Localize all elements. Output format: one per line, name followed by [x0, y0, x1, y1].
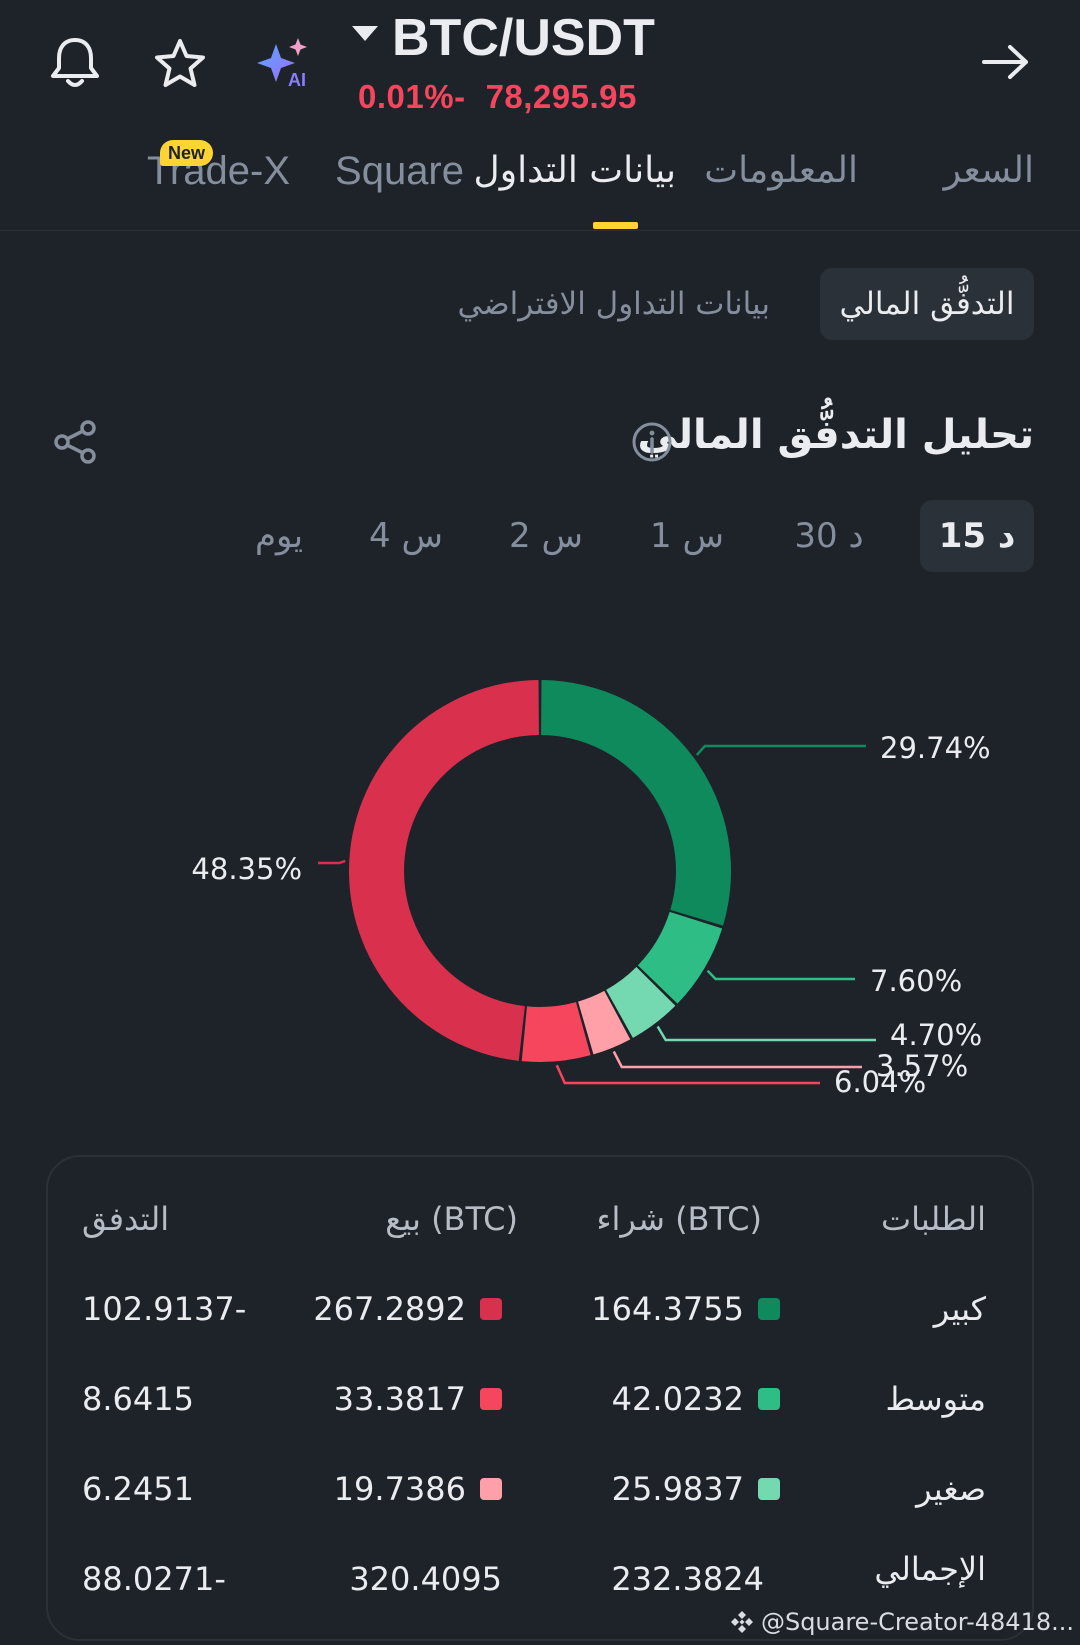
sell-color-square [480, 1388, 502, 1410]
diamond-logo-icon [730, 1611, 753, 1633]
tab-divider [0, 230, 1080, 231]
flow-value: 6.2451 [82, 1470, 194, 1508]
tab-price[interactable]: السعر [943, 150, 1034, 191]
total-flow: 88.0271- [82, 1560, 226, 1598]
donut-slice-label: 4.70% [890, 1018, 982, 1052]
row-type-total: الإجمالي [874, 1550, 986, 1588]
header-buy: شراء (BTC) [596, 1200, 762, 1238]
new-badge: New [160, 140, 214, 166]
buy-value: 164.3755 [591, 1290, 744, 1328]
donut-leader-line [555, 1064, 820, 1085]
donut-slice [348, 680, 539, 1061]
table-row-sell: 267.2892 [313, 1284, 502, 1334]
tab-square[interactable]: Square [335, 149, 464, 193]
donut-slice-label: 6.04% [834, 1065, 926, 1099]
fund-flow-table [46, 1155, 1034, 1641]
flow-value: 102.9137- [82, 1290, 247, 1328]
table-row-buy: 25.9837 [612, 1464, 780, 1514]
info-icon[interactable] [630, 420, 674, 464]
ai-label: AI [288, 70, 306, 90]
tab-info[interactable]: المعلومات [704, 150, 858, 191]
row-type-medium: متوسط [885, 1380, 986, 1418]
total-sell: 320.4095 [349, 1560, 502, 1598]
table-row-sell: 33.3817 [334, 1374, 502, 1424]
donut-slice [637, 911, 723, 1004]
timeframe-day[interactable]: يوم [254, 516, 304, 556]
pair-title: BTC/USDT [392, 9, 655, 67]
donut-leader-line [318, 859, 346, 865]
buy-color-square [758, 1388, 780, 1410]
donut-slice-label: 48.35% [191, 852, 302, 886]
donut-slice-label: 29.74% [880, 731, 991, 765]
buy-value: 25.9837 [611, 1470, 744, 1508]
star-icon[interactable] [150, 34, 210, 94]
total-buy: 232.3824 [611, 1560, 764, 1598]
table-row-sell: 19.7386 [334, 1464, 502, 1514]
fund-flow-donut-chart: 29.74% 7.60% 4.70%3.57%6.04% 48.35% [191, 680, 991, 1099]
timeframe-2h[interactable]: 2 س [509, 516, 583, 556]
timeframe-1h[interactable]: 1 س [650, 516, 724, 556]
buy-value: 42.0232 [611, 1380, 744, 1418]
donut-slice-label: 3.57% [876, 1049, 968, 1083]
donut-leader-line [612, 1050, 862, 1069]
timeframe-30m[interactable]: 30 د [794, 516, 864, 556]
tab-trading-data[interactable]: بيانات التداول [473, 150, 676, 191]
donut-leader-line [656, 1025, 876, 1042]
row-type-small: صغير [916, 1470, 986, 1508]
sell-color-square [480, 1478, 502, 1500]
bell-icon[interactable] [44, 30, 106, 94]
sell-value: 33.3817 [333, 1380, 466, 1418]
donut-leader-line [695, 744, 866, 756]
last-price: 78,295.95 [485, 78, 637, 115]
active-tab-indicator [593, 222, 638, 229]
flow-value: 8.6415 [82, 1380, 194, 1418]
sell-color-square [480, 1298, 502, 1320]
donut-slice [541, 680, 731, 926]
subtab-fund-flow[interactable]: التدفُّق المالي [820, 268, 1034, 340]
sell-value: 19.7386 [333, 1470, 466, 1508]
donut-slice [521, 1002, 591, 1062]
table-row-buy: 164.3755 [591, 1284, 780, 1334]
watermark: @Square-Creator-48418... [729, 1602, 1074, 1642]
header-sell: بيع (BTC) [385, 1200, 518, 1238]
pair-selector[interactable]: BTC/USDT [352, 6, 655, 70]
table-row-buy: 42.0232 [612, 1374, 780, 1424]
subtab-virtual-trading[interactable]: بيانات التداول الافتراضي [457, 286, 770, 322]
sell-value: 267.2892 [313, 1290, 466, 1328]
share-icon[interactable] [52, 418, 98, 466]
buy-color-square [758, 1478, 780, 1500]
ai-sparkle-icon[interactable]: AI [254, 36, 318, 92]
watermark-text: @Square-Creator-48418... [760, 1608, 1074, 1636]
timeframe-4h[interactable]: 4 س [369, 516, 443, 556]
caret-down-icon [352, 25, 378, 41]
donut-slice [578, 990, 631, 1055]
section-title: تحليل التدفُّق المالي [637, 412, 1034, 458]
header-orders: الطلبات [880, 1200, 986, 1238]
header-flow: التدفق [82, 1200, 170, 1238]
row-type-large: كبير [933, 1290, 986, 1328]
price-change: 0.01%- [358, 78, 466, 115]
donut-leader-line [706, 969, 855, 981]
donut-slice [606, 966, 676, 1038]
price-line: 0.01%- 78,295.95 [358, 78, 637, 122]
timeframe-15m[interactable]: 15 د [920, 500, 1034, 572]
buy-color-square [758, 1298, 780, 1320]
donut-slice-label: 7.60% [870, 964, 962, 998]
arrow-right-icon[interactable] [976, 34, 1036, 90]
